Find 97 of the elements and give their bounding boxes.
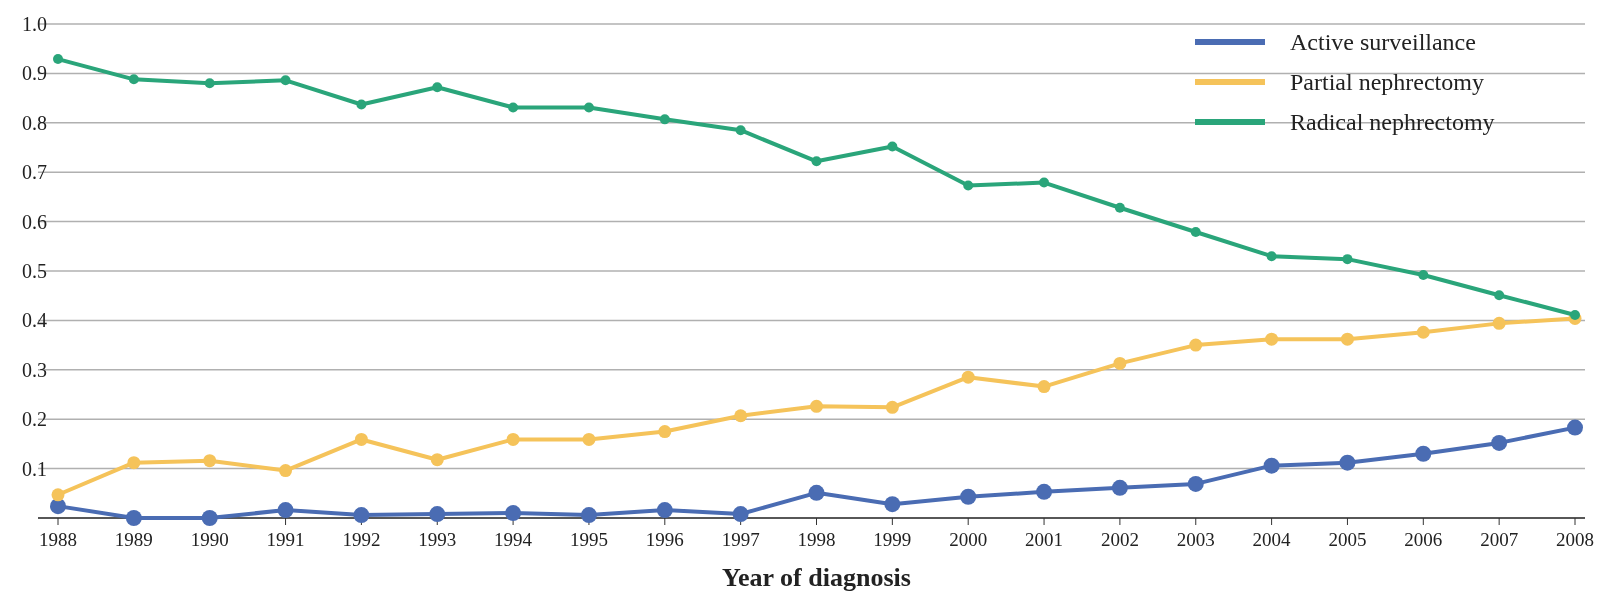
point: [201, 510, 218, 526]
point: [505, 505, 522, 522]
x-tick-label: 2001: [1025, 529, 1064, 550]
x-tick-label: 2000: [949, 529, 988, 550]
point: [1567, 419, 1583, 436]
y-tick-label: 0.4: [22, 309, 47, 332]
point: [1416, 325, 1430, 339]
point: [1189, 338, 1203, 352]
point: [884, 496, 901, 513]
y-tick-label: 1.0: [22, 13, 47, 35]
x-tick-label: 1995: [569, 529, 608, 550]
point: [811, 156, 822, 167]
x-tick-label: 1991: [266, 529, 305, 550]
point: [885, 400, 899, 414]
point: [1494, 290, 1505, 301]
point: [656, 502, 673, 519]
x-tick-label: 1992: [342, 529, 381, 550]
x-tick-label: 1988: [39, 529, 77, 550]
point: [432, 82, 443, 93]
point: [1492, 316, 1506, 330]
point: [354, 432, 368, 446]
point: [1111, 479, 1128, 496]
point: [1114, 202, 1125, 213]
point: [732, 506, 749, 523]
point: [658, 425, 672, 439]
x-tick-label: 2003: [1176, 529, 1215, 550]
y-tick-label: 0.8: [22, 111, 47, 134]
point: [128, 74, 139, 85]
point: [1266, 251, 1277, 262]
point: [963, 180, 974, 191]
point: [580, 507, 597, 524]
point: [50, 498, 66, 515]
x-tick-label: 1997: [721, 529, 760, 550]
x-axis-title: Year of diagnosis: [722, 563, 911, 592]
y-tick-label: 0.7: [22, 161, 47, 184]
x-tick-label: 2007: [1480, 529, 1519, 550]
x-tick-label: 2002: [1100, 529, 1139, 550]
point: [1187, 475, 1204, 492]
x-tick-label: 1989: [114, 529, 153, 550]
point: [1263, 457, 1280, 474]
point: [734, 409, 748, 423]
point: [1339, 454, 1356, 471]
point: [887, 141, 898, 152]
point: [279, 464, 293, 478]
point: [1491, 434, 1508, 451]
x-tick-label: 1994: [494, 529, 533, 550]
point: [808, 484, 825, 501]
x-tick-label: 2006: [1404, 529, 1443, 550]
point: [1415, 445, 1432, 462]
legend-label: Radical nephrectomy: [1290, 109, 1495, 136]
x-tick-label: 1998: [797, 529, 836, 550]
point: [280, 75, 291, 86]
point: [1036, 483, 1053, 500]
point: [125, 510, 142, 526]
x-tick-label: 1999: [873, 529, 912, 550]
legend-label: Partial nephrectomy: [1290, 69, 1484, 96]
x-tick-label: 2008: [1556, 529, 1594, 550]
x-tick-label: 1993: [418, 529, 457, 550]
point: [583, 102, 594, 113]
y-tick-label: 0.5: [22, 260, 47, 282]
y-tick-label: 0.9: [22, 62, 47, 85]
point: [429, 506, 446, 523]
point: [960, 488, 977, 505]
point: [961, 370, 975, 384]
point: [430, 453, 444, 467]
point: [582, 432, 596, 446]
point: [1342, 254, 1353, 265]
point: [203, 454, 217, 468]
point: [356, 99, 367, 110]
point: [506, 432, 520, 446]
y-tick-label: 0.1: [22, 457, 47, 480]
point: [659, 114, 670, 125]
point: [1039, 177, 1050, 188]
point: [51, 488, 65, 502]
legend-label: Active surveillance: [1290, 29, 1476, 56]
y-tick-label: 0.3: [22, 358, 47, 381]
point: [1340, 332, 1354, 346]
x-tick-label: 1990: [190, 529, 229, 550]
point: [53, 54, 63, 65]
point: [1265, 332, 1279, 346]
x-tick-label: 1996: [645, 529, 684, 550]
point: [353, 507, 370, 524]
point: [204, 78, 215, 89]
point: [508, 102, 519, 113]
point: [1418, 269, 1429, 280]
point: [127, 456, 141, 470]
point: [277, 502, 294, 519]
point: [810, 399, 823, 413]
point: [1570, 309, 1580, 320]
y-tick-label: 0.6: [22, 210, 47, 233]
x-tick-label: 2005: [1328, 529, 1367, 550]
point: [1037, 380, 1051, 394]
point: [1190, 226, 1201, 237]
point: [735, 125, 746, 136]
point: [1113, 356, 1127, 370]
y-tick-label: 0.2: [22, 408, 47, 431]
x-tick-label: 2004: [1252, 529, 1292, 550]
